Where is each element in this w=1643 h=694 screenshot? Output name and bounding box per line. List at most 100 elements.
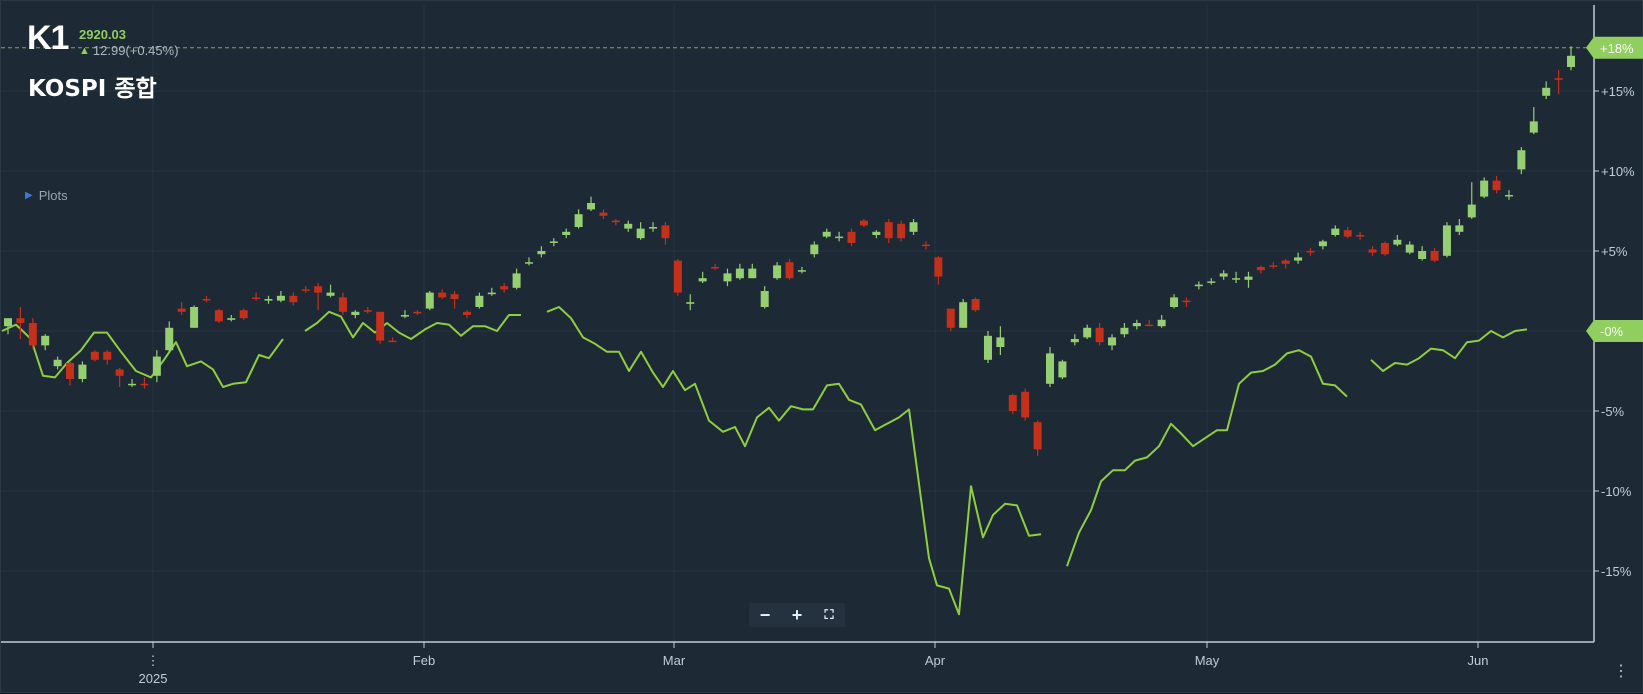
candle-up [1232,278,1241,280]
candle-down [314,286,323,293]
candle-up [909,222,918,232]
candle-down [1343,230,1352,237]
x-tick-label: 2025 [139,671,168,686]
vertical-dots-icon[interactable]: ⋮ [1613,663,1629,680]
candle-up [587,203,596,210]
candle-up [78,364,87,379]
candle-down [1368,249,1377,253]
candle-up [549,241,558,243]
candle-up [1331,228,1340,235]
candle-up [1194,284,1203,287]
line-series-segment [1370,328,1528,372]
candle-up [698,278,707,282]
candle-up [735,268,744,279]
candle-up [1318,241,1327,247]
candle-up [686,302,695,304]
candle-down [673,260,682,293]
minus-icon[interactable]: − [759,605,771,625]
candle-down [785,262,794,279]
candle-up [624,223,633,229]
current-value-badge-label: +18% [1600,41,1634,56]
y-tick-label: -5% [1601,404,1625,419]
candle-down [1269,265,1278,267]
candle-up [1405,244,1414,253]
candle-up [512,273,521,288]
candle-down [177,308,186,312]
line-series-segment [546,306,1042,616]
y-tick-label: -10% [1601,484,1632,499]
candle-up [4,318,12,327]
candle-down [1008,395,1017,411]
zero-value-badge-label: -0% [1600,324,1624,339]
candle-up [1108,337,1117,346]
candle-up [128,383,137,386]
candle-down [1021,391,1030,418]
x-tick-label: Jun [1468,653,1489,668]
zero-value-badge-shape [1586,320,1643,342]
candle-down [921,244,930,247]
candle-up [574,214,583,227]
candle-up [537,251,546,255]
y-tick-label: -15% [1601,564,1632,579]
candle-up [649,227,658,229]
plots-toggle[interactable]: ▶ Plots [25,188,68,203]
candle-up [872,231,881,235]
candle-down [1356,235,1365,237]
line-series-segment [1,323,284,388]
candle-down [847,231,856,243]
candle-down [28,323,37,346]
candle-down [897,223,906,239]
current-value-badge: +18% [1586,36,1643,59]
candle-up [152,356,161,376]
candle-down [66,363,75,379]
x-tick-label: Feb [413,653,435,668]
up-arrow-icon: ▲ [79,44,90,57]
current-value-badge-shape [1586,36,1643,59]
candle-up [190,307,199,328]
candle-up [1170,297,1179,307]
candle-up [326,292,335,296]
candle-up [41,335,50,346]
candle-down [363,310,372,312]
candle-up [835,236,844,239]
candle-up [400,315,409,317]
candle-up [425,292,434,309]
candle-up [1442,225,1451,256]
price-change: ▲ 12.99(+0.45%) [79,43,179,58]
candle-up [1529,121,1538,133]
y-tick-label: +15% [1601,84,1635,99]
candle-down [1281,260,1290,264]
candle-up [1567,55,1575,67]
x-tick-label: May [1195,653,1220,668]
candle-down [301,289,310,291]
candle-up [165,327,174,351]
candle-down [859,220,868,226]
candle-down [252,297,261,299]
candle-up [227,318,236,320]
plus-icon[interactable]: + [791,605,803,625]
candle-down [1145,324,1154,327]
candle-up [1542,87,1551,96]
candle-up [983,335,992,360]
candle-up [487,292,496,295]
candle-up [1120,327,1129,335]
candle-up [1046,353,1054,384]
candle-down [214,310,223,322]
zero-value-badge: -0% [1586,320,1643,342]
candle-up [1294,257,1303,261]
candle-up [276,295,285,301]
candle-up [723,273,732,282]
zoom-controls: − + ⛶ [749,603,845,627]
fullscreen-icon[interactable]: ⛶ [824,607,834,622]
candle-up [525,262,533,264]
candle-up [53,359,62,367]
candle-down [1182,300,1191,303]
candle-down [450,294,459,299]
candle-down [376,311,385,341]
candle-up [1132,323,1141,327]
candle-up [797,270,806,272]
candle-down [661,225,670,239]
candle-up [996,337,1005,347]
